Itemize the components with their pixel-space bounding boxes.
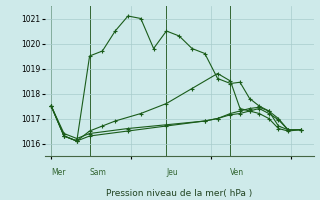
- Text: Pression niveau de la mer( hPa ): Pression niveau de la mer( hPa ): [106, 189, 252, 198]
- Text: Jeu: Jeu: [166, 168, 178, 177]
- Text: Sam: Sam: [90, 168, 107, 177]
- Text: Ven: Ven: [230, 168, 244, 177]
- Text: Mer: Mer: [51, 168, 66, 177]
